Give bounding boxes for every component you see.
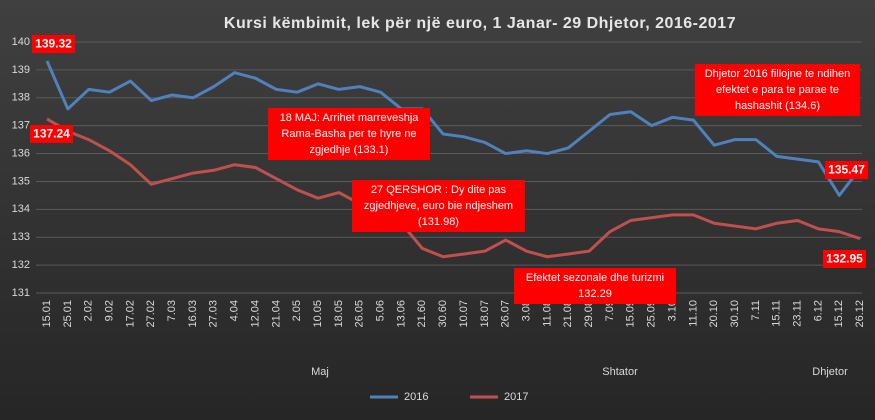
y-tick-label: 131 [12,287,30,299]
x-tick-label: 30.10 [729,300,741,328]
y-tick-label: 133 [12,231,30,243]
x-tick-label: 21.04 [270,300,282,328]
x-tick-label: 17.02 [124,300,136,328]
data-label: 132.95 [826,252,863,266]
x-tick-label: 21.60 [416,300,428,328]
x-tick-label: 25.09 [646,300,658,328]
line-series [46,117,861,259]
data-label: 139.32 [35,37,72,51]
x-group-label: Shtator [602,366,638,378]
x-tick-label: 18.07 [479,300,491,328]
x-tick-label: 26.05 [354,300,366,328]
label-box [514,268,676,304]
data-label: 135.47 [828,163,865,177]
x-tick-label: 23.11 [792,300,804,327]
y-tick-label: 136 [12,147,30,159]
x-tick-label: 13.06 [395,300,407,328]
x-tick-label: 3.10 [666,300,678,321]
x-tick-label: 5.06 [375,300,387,321]
x-tick-label: 3.08 [520,300,532,321]
x-tick-label: 29.08 [583,300,595,328]
x-tick-label: 2.05 [291,300,303,321]
x-tick-label: 6.12 [812,300,824,321]
x-tick-label: 30.60 [437,300,449,328]
x-tick-label: 15.09 [625,300,637,328]
x-tick-label: 10.07 [458,300,470,328]
annotation: hashashit (134.6) [735,100,820,112]
legend-label: 2016 [404,391,428,403]
line-series [45,60,862,197]
x-tick-label: 27.02 [145,300,157,328]
y-tick-label: 134 [12,203,30,215]
x-tick-label: 26.07 [500,300,512,328]
x-tick-label: 20.10 [708,300,720,328]
x-tick-label: 11.08 [541,300,553,327]
annotation: zgjedhjeve, euro bie ndjeshem [364,200,513,212]
x-tick-label: 16.03 [187,300,199,328]
label-box [695,64,860,116]
x-tick-label: 7.03 [166,300,178,321]
legend-label: 2017 [504,391,528,403]
x-tick-label: 15.12 [833,300,845,328]
x-tick-label: 9.02 [103,300,115,321]
x-group-label: Maj [311,366,329,378]
x-tick-label: 27.03 [208,300,220,328]
x-tick-label: 7.11 [750,300,762,321]
x-tick-label: 7.09 [604,300,616,321]
x-tick-label: 25.01 [62,300,74,328]
y-tick-label: 138 [12,92,30,104]
label-box [825,161,868,179]
y-tick-label: 137 [12,120,30,132]
x-tick-label: 2.02 [83,300,95,321]
annotation: 27 QERSHOR : Dy dite pas [371,184,507,196]
annotation: 132.29 [578,288,612,300]
y-tick-label: 132 [12,259,30,271]
x-tick-label: 26.12 [854,300,866,328]
chart-title: Kursi këmbimit, lek për një euro, 1 Jana… [224,15,736,32]
annotation: Dhjetor 2016 fillojne te ndihen [705,68,851,80]
x-tick-label: 4.04 [229,300,241,321]
x-tick-label: 15.11 [771,300,783,327]
x-tick-label: 11.10 [687,300,699,327]
label-box [30,125,73,143]
x-tick-label: 18.05 [333,300,345,328]
annotation: zgjedhje (133.1) [310,144,389,156]
annotation: 18 MAJ: Arrihet marreveshja [280,112,420,124]
y-tick-label: 140 [12,36,30,48]
annotation: efektet e para te parae te [716,84,839,96]
label-box [32,35,75,53]
x-group-label: Dhjetor [812,366,848,378]
x-tick-label: 12.04 [249,300,261,328]
annotation: Efektet sezonale dhe turizmi [526,272,664,284]
y-tick-label: 135 [12,175,30,187]
x-tick-label: 21.08 [562,300,574,328]
x-tick-label: 10.05 [312,300,324,328]
annotation: (131.98) [418,216,459,228]
x-tick-label: 15.01 [41,300,53,328]
y-tick-label: 139 [12,64,30,76]
label-box [268,108,430,160]
label-box [823,250,866,268]
label-box [352,180,525,232]
annotation: Rama-Basha per te hyre ne [281,128,416,140]
data-label: 137.24 [33,127,70,141]
